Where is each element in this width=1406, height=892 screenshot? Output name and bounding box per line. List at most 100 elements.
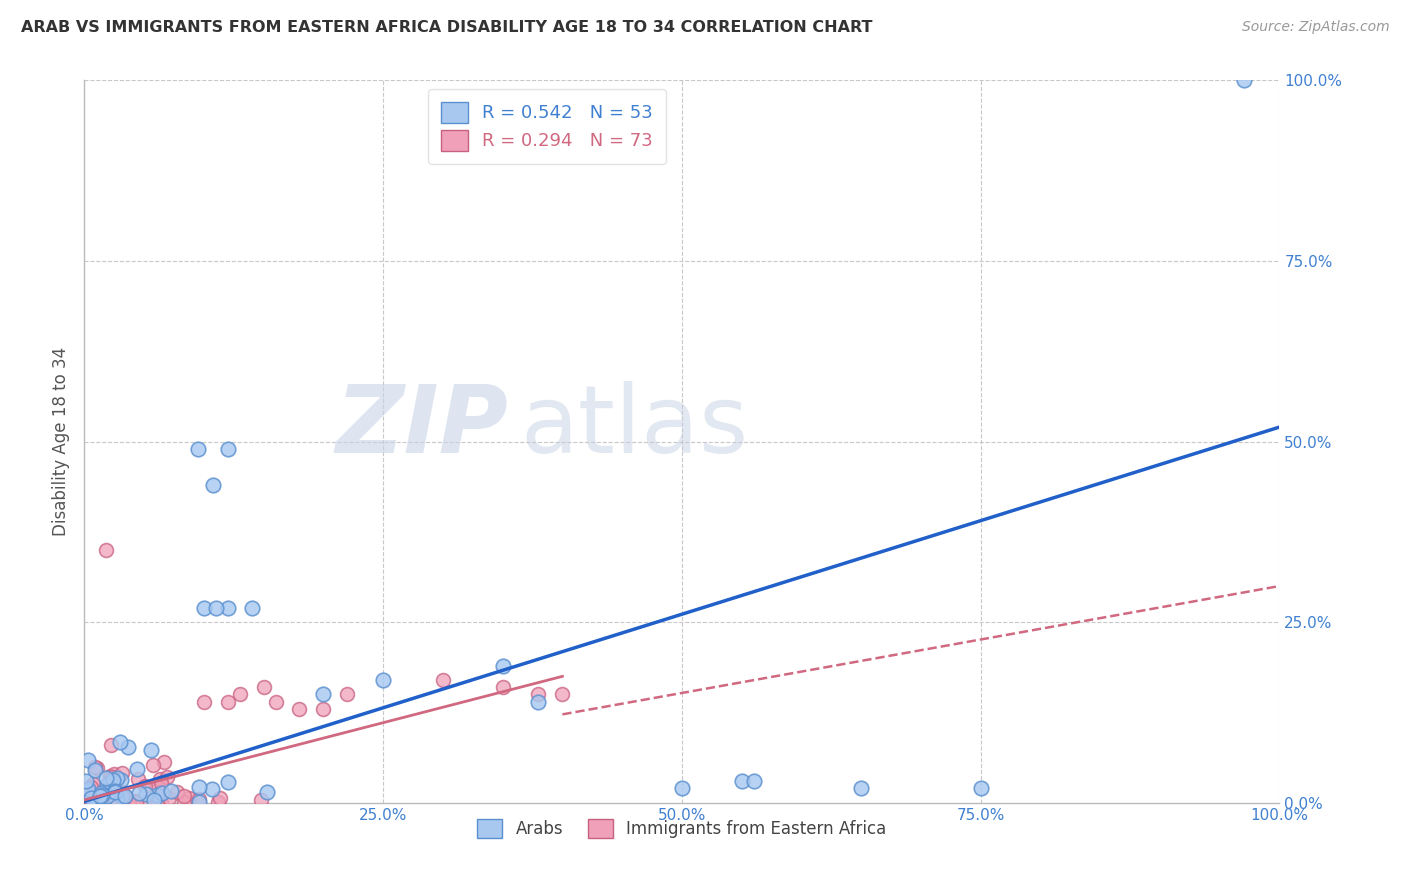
Point (188, 795, 211, 809)
Point (114, 789, 136, 804)
Point (101, 793, 124, 807)
Point (80, 788, 103, 802)
Point (217, 442, 239, 456)
Point (851, 781, 873, 796)
Point (75, 785, 97, 799)
Point (75, 787, 97, 801)
Point (139, 743, 162, 757)
Point (96, 789, 118, 804)
Point (256, 785, 278, 799)
Point (209, 791, 232, 805)
Point (90, 786, 112, 800)
Point (84, 794, 107, 808)
Point (80, 780, 103, 794)
Point (80, 791, 103, 805)
Point (77, 785, 100, 799)
Text: ZIP: ZIP (336, 381, 509, 473)
Point (288, 702, 311, 716)
Point (173, 795, 195, 809)
Point (103, 766, 125, 780)
Point (201, 782, 224, 797)
Point (76, 782, 98, 797)
Point (111, 766, 134, 780)
Point (103, 784, 125, 798)
Point (104, 795, 127, 809)
Point (173, 789, 195, 803)
Point (82, 789, 104, 804)
Point (110, 790, 132, 805)
Point (89, 792, 111, 806)
Point (98, 769, 121, 783)
Point (217, 600, 239, 615)
Point (492, 658, 515, 673)
Point (89, 789, 111, 804)
Point (134, 779, 156, 793)
Legend: Arabs, Immigrants from Eastern Africa: Arabs, Immigrants from Eastern Africa (471, 813, 893, 845)
Point (217, 695, 239, 709)
Text: atlas: atlas (520, 381, 749, 473)
Point (145, 795, 167, 809)
Point (125, 795, 148, 809)
Point (135, 788, 157, 802)
Point (89, 793, 111, 807)
Point (253, 680, 276, 694)
Point (217, 775, 239, 789)
Point (432, 673, 454, 687)
Point (193, 600, 215, 615)
Point (229, 687, 252, 701)
Y-axis label: Disability Age 18 to 34: Disability Age 18 to 34 (52, 347, 70, 536)
Point (117, 792, 139, 806)
Point (336, 687, 359, 701)
Point (205, 600, 228, 615)
Point (84, 763, 107, 777)
Point (731, 774, 754, 789)
Point (527, 695, 550, 709)
Point (75, 789, 97, 804)
Point (80, 794, 103, 808)
Point (742, 774, 765, 789)
Point (75, 774, 97, 789)
Point (187, 442, 209, 456)
Point (166, 785, 188, 799)
Point (193, 695, 215, 709)
Point (117, 739, 139, 754)
Point (125, 794, 148, 808)
Point (82, 788, 104, 802)
Point (312, 702, 335, 716)
Point (264, 695, 287, 709)
Point (89, 793, 111, 807)
Point (83, 759, 105, 773)
Point (105, 793, 128, 807)
Point (145, 788, 167, 802)
Point (76, 782, 98, 797)
Point (312, 687, 335, 701)
Point (149, 785, 172, 799)
Point (108, 784, 131, 798)
Point (100, 774, 122, 789)
Point (107, 786, 129, 800)
Point (492, 680, 515, 694)
Point (108, 735, 131, 749)
Point (551, 687, 574, 701)
Point (107, 772, 129, 786)
Point (146, 793, 169, 807)
Point (250, 793, 273, 807)
Point (82, 777, 104, 791)
Point (153, 755, 176, 769)
Point (76, 789, 98, 804)
Point (149, 772, 172, 786)
Point (94, 783, 117, 797)
Point (150, 795, 173, 809)
Point (86, 795, 108, 809)
Point (111, 789, 134, 804)
Point (104, 784, 127, 798)
Point (114, 789, 136, 803)
Point (188, 780, 211, 794)
Point (135, 795, 157, 809)
Point (94, 542, 117, 557)
Point (145, 780, 167, 794)
Point (110, 772, 132, 787)
Point (143, 793, 166, 807)
Point (149, 776, 172, 790)
Point (101, 776, 124, 790)
